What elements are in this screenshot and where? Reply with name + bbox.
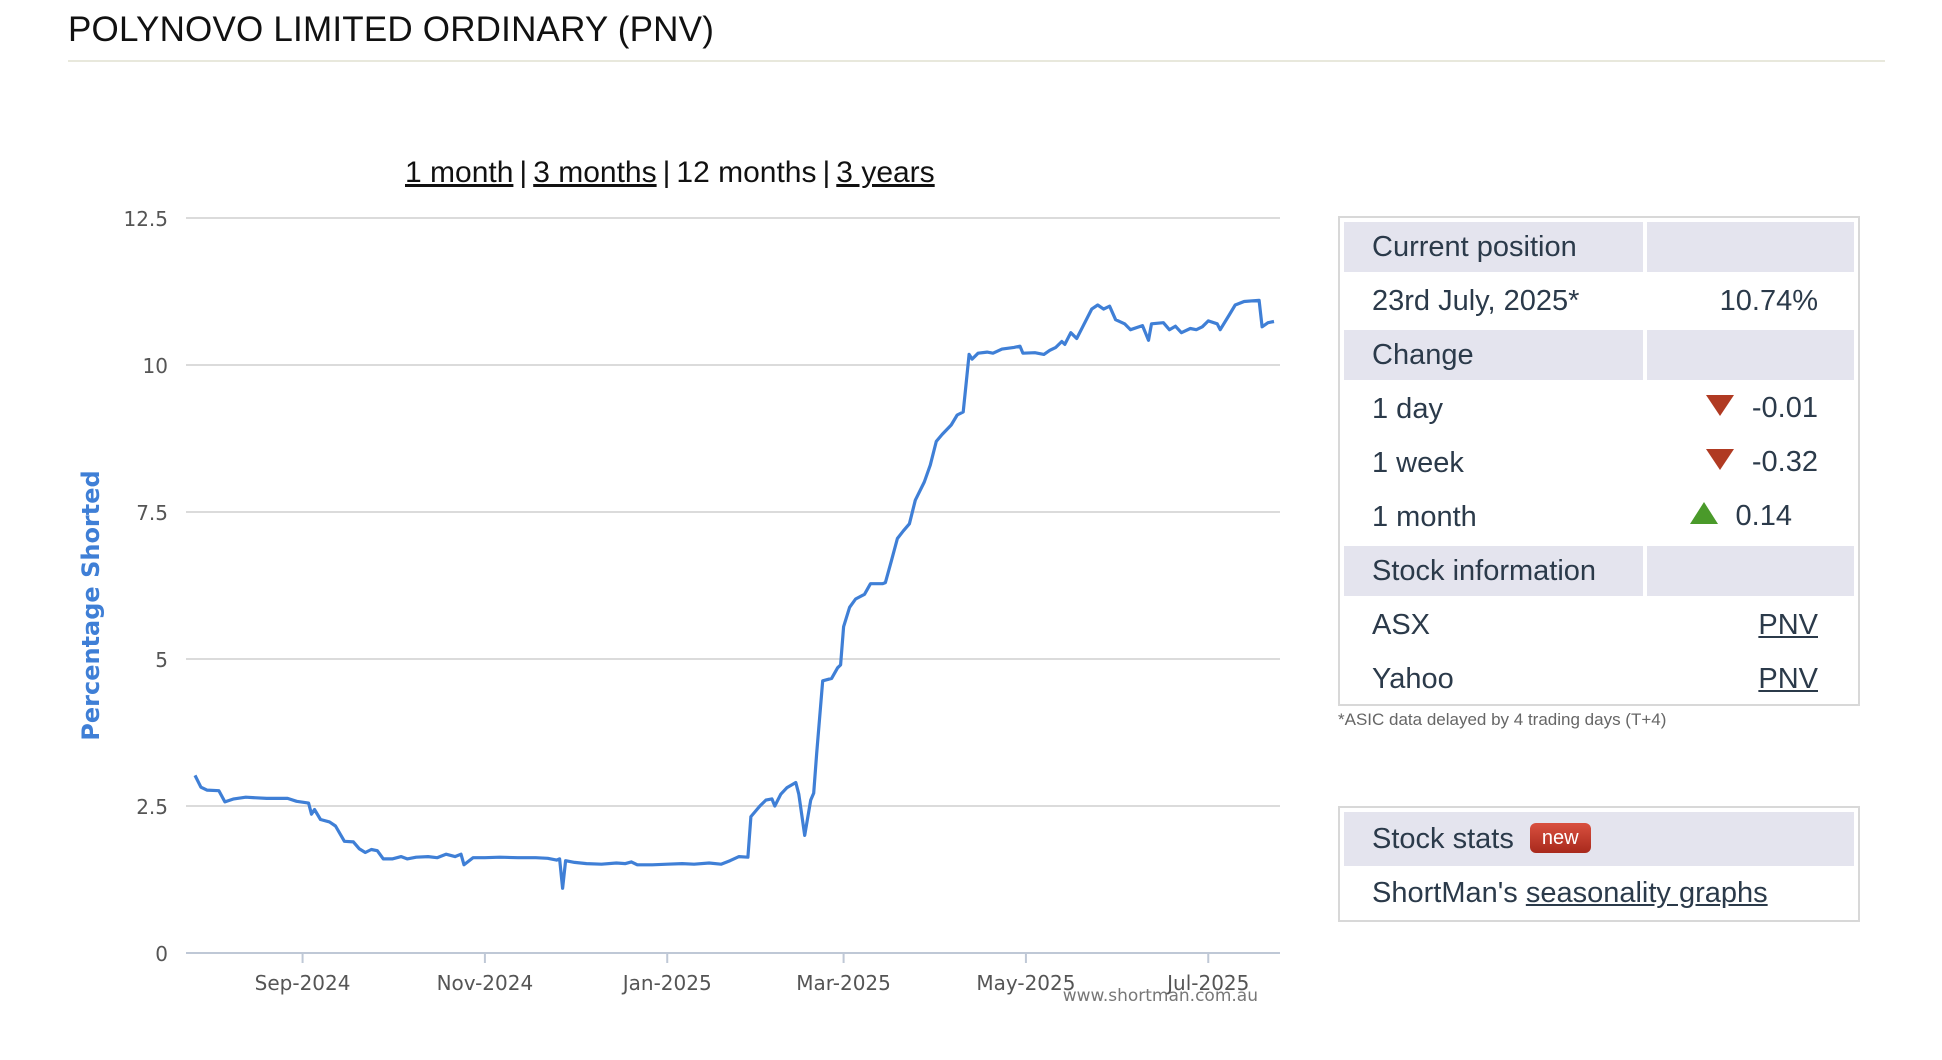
x-tick-label: May-2025 xyxy=(976,971,1075,995)
x-tick-label: Nov-2024 xyxy=(437,971,534,995)
down-arrow-icon xyxy=(1704,392,1736,426)
header-spacer xyxy=(1646,546,1854,596)
current-position-header-row: Current position xyxy=(1344,222,1854,272)
stock-info-header-row: Stock information xyxy=(1344,546,1854,596)
asx-link[interactable]: PNV xyxy=(1758,608,1818,641)
range-separator: | xyxy=(519,156,528,189)
new-badge: new xyxy=(1529,823,1591,854)
change-label: 1 week xyxy=(1372,446,1464,479)
down-arrow-icon xyxy=(1704,446,1736,480)
change-label: 1 month xyxy=(1372,500,1477,533)
change-value: 0.14 xyxy=(1735,499,1792,532)
seasonality-prefix: ShortMan's xyxy=(1372,877,1518,909)
y-tick-label: 0 xyxy=(155,942,168,966)
change-value: -0.01 xyxy=(1751,391,1818,424)
position-date: 23rd July, 2025* xyxy=(1372,284,1580,317)
position-value: 10.74% xyxy=(1719,284,1818,317)
header-spacer xyxy=(1646,330,1854,380)
change-header: Change xyxy=(1344,330,1643,380)
position-info-panel: Current position 23rd July, 2025* 10.74%… xyxy=(1338,216,1860,706)
page-title: POLYNOVO LIMITED ORDINARY (PNV) xyxy=(68,10,715,49)
change-cell: -0.01 xyxy=(1647,384,1854,434)
y-axis-title: Percentage Shorted xyxy=(77,470,105,740)
change-cell: 0.14 xyxy=(1647,492,1854,542)
y-tick-label: 5 xyxy=(155,648,168,672)
seasonality-row: ShortMan's seasonality graphs xyxy=(1344,866,1854,920)
current-position-row: 23rd July, 2025* 10.74% xyxy=(1344,276,1854,326)
stock-stats-title: Stock stats xyxy=(1372,823,1514,855)
header-spacer xyxy=(1646,222,1854,272)
position-table: Current position 23rd July, 2025* 10.74%… xyxy=(1340,218,1858,708)
x-tick-label: Jan-2025 xyxy=(621,971,712,995)
y-tick-label: 12.5 xyxy=(123,207,168,231)
change-value: -0.32 xyxy=(1751,445,1818,478)
y-tick-label: 2.5 xyxy=(136,795,168,819)
stock-stats-header: Stock stats new xyxy=(1344,812,1854,866)
change-row-1-day: 1 day -0.01 xyxy=(1344,384,1854,434)
current-position-header: Current position xyxy=(1344,222,1643,272)
stock-info-header: Stock information xyxy=(1344,546,1643,596)
change-row-1-month: 1 month 0.14 xyxy=(1344,492,1854,542)
asx-label: ASX xyxy=(1372,608,1431,641)
y-tick-label: 7.5 xyxy=(136,501,168,525)
x-tick-label: Sep-2024 xyxy=(255,971,351,995)
asx-cell: PNV xyxy=(1647,600,1854,650)
chart-credit: www.shortman.com.au xyxy=(1063,986,1258,1006)
up-arrow-icon xyxy=(1688,500,1720,534)
change-row-1-week: 1 week -0.32 xyxy=(1344,438,1854,488)
yahoo-cell: PNV xyxy=(1647,654,1854,704)
yahoo-row: Yahoo PNV xyxy=(1344,654,1854,704)
change-header-row: Change xyxy=(1344,330,1854,380)
y-tick-label: 10 xyxy=(143,354,168,378)
stock-stats-panel: Stock stats new ShortMan's seasonality gr… xyxy=(1338,806,1860,922)
yahoo-link[interactable]: PNV xyxy=(1758,662,1818,695)
asic-delay-note: *ASIC data delayed by 4 trading days (T+… xyxy=(1338,710,1667,729)
range-current-12-months: 12 months xyxy=(676,156,817,189)
title-divider xyxy=(68,60,1885,62)
range-separator: | xyxy=(662,156,671,189)
range-link-3-months[interactable]: 3 months xyxy=(533,156,657,189)
range-link-1-month[interactable]: 1 month xyxy=(405,156,514,189)
series-line xyxy=(193,298,1275,890)
seasonality-graphs-link[interactable]: seasonality graphs xyxy=(1525,877,1768,909)
yahoo-label: Yahoo xyxy=(1372,662,1454,695)
change-label: 1 day xyxy=(1372,392,1443,425)
x-tick-label: Jul-2025 xyxy=(1165,971,1249,995)
x-tick-label: Mar-2025 xyxy=(796,971,891,995)
asx-row: ASX PNV xyxy=(1344,600,1854,650)
change-cell: -0.32 xyxy=(1647,438,1854,488)
range-link-3-years[interactable]: 3 years xyxy=(836,156,935,189)
range-separator: | xyxy=(822,156,831,189)
short-interest-chart: 0 2.5 5 7.5 10 12.5 Sep-2024 Nov-2024 Jan-2025 Ma… xyxy=(77,207,1280,1006)
